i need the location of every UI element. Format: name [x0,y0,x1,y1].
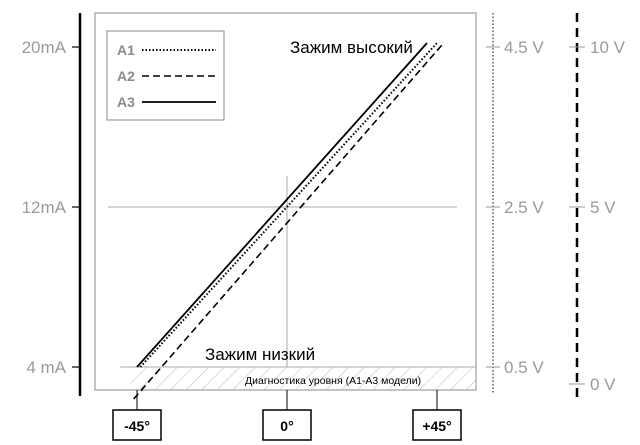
right1-tick-label: 0.5 V [504,358,544,377]
right2-tick-label: 0 V [590,375,616,394]
x-tick-box [412,409,462,441]
left-tick-label: 20mA [22,38,67,57]
legend-label-a3: A3 [117,94,135,110]
x-tick-box [262,409,312,441]
x-tick-label: -45° [124,418,150,434]
right1-tick-label: 4.5 V [504,38,544,57]
right2-tick-label: 10 V [590,38,626,57]
legend-label-a1: A1 [117,42,135,58]
x-tick-box [112,409,162,441]
clamp-high-label: Зажим высокий [290,38,413,57]
diagnostics-hatch [130,367,476,390]
legend-label-a2: A2 [117,68,135,84]
left-tick-label: 4 mA [26,358,66,377]
series-line-a3 [136,42,428,368]
clamp-low-label: Зажим низкий [205,345,315,364]
diagnostics-label: Диагностика уровня (A1-A3 модели) [245,375,421,387]
left-tick-label: 12mA [22,198,67,217]
x-tick-label: +45° [422,418,451,434]
x-tick-label: 0° [280,418,293,434]
right2-tick-label: 5 V [590,198,616,217]
right1-tick-label: 2.5 V [504,198,544,217]
series-line-a2 [133,42,445,400]
